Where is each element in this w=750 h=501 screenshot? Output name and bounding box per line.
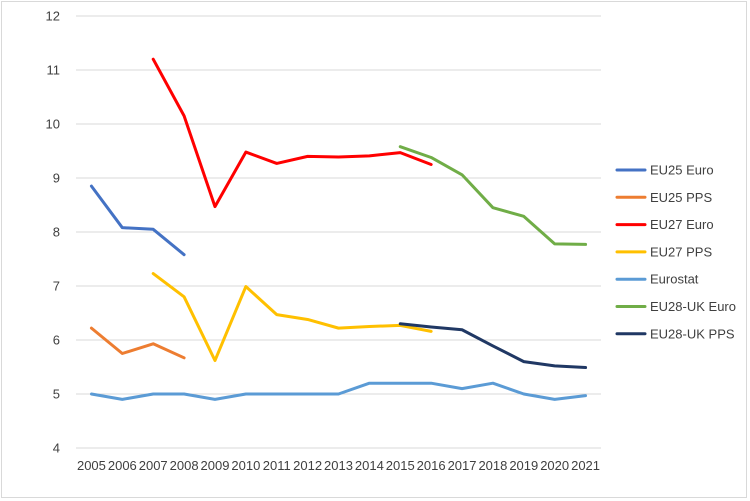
series-lines [89, 57, 588, 401]
legend-label: EU28-UK PPS [650, 326, 735, 341]
legend: EU25 Euro EU25 PPS EU27 Euro EU27 PPS Eurost… [615, 163, 736, 341]
legend-label: Eurostat [650, 272, 699, 287]
x-axis-ticks: 2005 2006 2007 2008 2009 2010 2011 2012 2013 2014… [77, 458, 600, 473]
x-tick-label: 2009 [201, 458, 230, 473]
y-tick-label: 10 [46, 117, 60, 132]
legend-item: EU25 Euro [615, 163, 714, 178]
legend-item: Eurostat [615, 272, 699, 287]
legend-item: EU28-UK PPS [615, 326, 735, 341]
legend-label: EU27 Euro [650, 217, 714, 232]
y-tick-label: 4 [53, 441, 60, 456]
series-line-2 [151, 57, 433, 209]
x-tick-label: 2006 [108, 458, 137, 473]
y-tick-label: 6 [53, 333, 60, 348]
x-tick-label: 2021 [571, 458, 600, 473]
y-tick-label: 8 [53, 225, 60, 240]
y-tick-label: 5 [53, 387, 60, 402]
x-tick-label: 2007 [139, 458, 168, 473]
y-axis-ticks: 4 5 6 7 8 9 10 11 12 [46, 9, 60, 456]
x-tick-label: 2008 [170, 458, 199, 473]
series-line-4 [89, 381, 588, 401]
x-tick-label: 2005 [77, 458, 106, 473]
y-tick-label: 11 [47, 63, 61, 78]
series-line-0 [89, 184, 186, 257]
x-tick-label: 2011 [263, 458, 291, 473]
x-tick-label: 2015 [386, 458, 415, 473]
y-tick-label: 12 [46, 9, 60, 24]
legend-label: EU28-UK Euro [650, 299, 736, 314]
x-tick-label: 2020 [540, 458, 569, 473]
series-line-3 [151, 272, 433, 363]
series-line-6 [398, 322, 588, 370]
x-tick-label: 2018 [478, 458, 507, 473]
x-tick-label: 2017 [448, 458, 477, 473]
x-tick-label: 2019 [509, 458, 538, 473]
legend-item: EU27 PPS [615, 244, 712, 259]
legend-item: EU28-UK Euro [615, 299, 736, 314]
x-tick-label: 2014 [355, 458, 384, 473]
x-tick-label: 2013 [324, 458, 353, 473]
x-tick-label: 2016 [417, 458, 446, 473]
x-tick-label: 2012 [293, 458, 322, 473]
legend-label: EU25 Euro [650, 163, 714, 178]
series-line-5 [398, 145, 588, 246]
y-tick-label: 7 [53, 279, 60, 294]
x-tick-label: 2010 [231, 458, 260, 473]
legend-item: EU27 Euro [615, 217, 714, 232]
legend-item: EU25 PPS [615, 190, 712, 205]
legend-label: EU27 PPS [650, 244, 712, 259]
legend-label: EU25 PPS [650, 190, 712, 205]
y-tick-label: 9 [53, 171, 60, 186]
series-line-1 [89, 326, 186, 360]
